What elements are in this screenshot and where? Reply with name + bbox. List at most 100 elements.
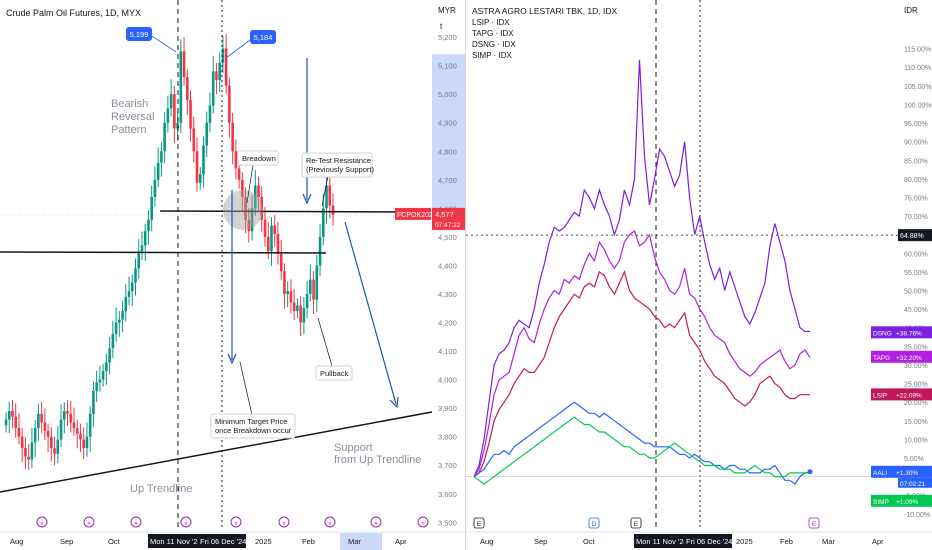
comparison-currency-label: IDR [904, 6, 918, 15]
badge-simp-value: +1.09% [896, 499, 918, 506]
pct-y-tick: 115.00% [904, 47, 931, 54]
event-marker-glyph: » [40, 521, 44, 527]
comparison-title: ASTRA AGRO LESTARI TBK, 1D, IDX [472, 6, 618, 16]
candle-body [11, 410, 14, 417]
event-marker-glyph: » [282, 521, 286, 527]
candle-body [215, 71, 218, 80]
event-marker-icon[interactable] [808, 517, 820, 529]
candle-body [27, 456, 30, 460]
event-marker-glyph: E [477, 521, 482, 528]
candle-body [173, 94, 176, 129]
candle-body [283, 271, 286, 294]
retest-callout-line: (Previously Support) [306, 165, 374, 174]
pct-y-tick: 45.00% [904, 307, 928, 314]
candle-body [14, 416, 18, 429]
legend-item-tapg[interactable]: TAPG · IDX [472, 29, 514, 38]
legend-item-dsng[interactable]: DSNG · IDX [472, 40, 516, 49]
crosshair-date-bg [634, 534, 684, 548]
cpo-unit-label[interactable]: t [440, 22, 443, 31]
candle-body [257, 185, 260, 197]
legend-item-lsip[interactable]: LSIP · IDX [472, 18, 510, 27]
badge-aali-value: +1.30% [896, 470, 918, 477]
comparison-chart-svg[interactable]: -10.00%-5.00%0.00%5.00%10.00%15.00%20.00… [466, 0, 932, 550]
candle-body [299, 305, 302, 323]
series-line-lsip[interactable] [473, 270, 810, 478]
legend-item-simp[interactable]: SIMP · IDX [472, 51, 512, 60]
candle-body [66, 410, 69, 414]
candle-body [156, 162, 160, 180]
event-marker-icon[interactable] [180, 516, 192, 528]
candle-body [202, 145, 205, 175]
candle-body [247, 219, 251, 232]
cpo-y-tick: 3,500 [438, 518, 457, 527]
last-price-badge-bg [432, 207, 466, 230]
pct-x-tick: Feb [780, 537, 793, 546]
event-marker-icon[interactable] [278, 516, 290, 528]
neckline[interactable] [0, 251, 327, 254]
crosshair-date-bg [198, 534, 246, 548]
candle-body [273, 225, 277, 235]
series-line-tapg[interactable] [473, 230, 811, 477]
pct-y-tick: 30.00% [904, 363, 928, 370]
candle-body [237, 168, 241, 180]
symbol-badge: FCPOK2025 [397, 212, 437, 219]
event-marker-icon[interactable] [630, 517, 642, 529]
candle-body [111, 333, 115, 349]
retest-callout: Re-Test Resistance (Previously Support) [306, 156, 374, 174]
target-callout-line: Minimum Target Price [215, 417, 287, 426]
callout-pointer [239, 361, 253, 416]
pct-y-tick: 95.00% [904, 121, 928, 128]
pct-x-tick: Apr [872, 537, 884, 546]
cpo-x-tick: Mon 11 Nov '24 [150, 537, 202, 546]
event-marker-icon[interactable] [83, 516, 95, 528]
pattern-annotation: Bearish Reversal Pattern [111, 98, 154, 136]
callout-pointer [246, 164, 254, 204]
resistance-line[interactable] [159, 210, 405, 213]
cpo-y-tick: 5,100 [438, 62, 457, 71]
pct-y-tick: 55.00% [904, 270, 928, 277]
event-marker-icon[interactable] [324, 516, 336, 528]
event-marker-icon[interactable] [370, 516, 382, 528]
price-label-high-2-bg [250, 30, 276, 44]
pct-y-tick: 110.00% [904, 65, 931, 72]
event-marker-icon[interactable] [130, 516, 142, 528]
pct-y-tick: 70.00% [904, 214, 928, 221]
countdown: 07:47:22 [435, 222, 461, 229]
price-label-high-1: 5,199 [130, 30, 149, 39]
candle-body [134, 268, 137, 283]
up-trendline[interactable] [0, 411, 433, 493]
event-marker-glyph: » [134, 521, 138, 527]
series-line-dsng[interactable] [473, 59, 810, 477]
candle-body [143, 231, 147, 246]
price-label-pointer [151, 35, 177, 53]
event-marker-icon[interactable] [588, 517, 600, 529]
pct-y-tick: 85.00% [904, 158, 928, 165]
candle-body [263, 219, 267, 237]
candle-body [62, 410, 66, 420]
candle-body [195, 151, 199, 183]
pct-x-tick: Oct [583, 537, 596, 546]
pct-y-tick: 60.00% [904, 251, 928, 258]
candle-body [309, 279, 312, 294]
candle-body [166, 108, 170, 123]
pct-y-tick: 15.00% [904, 419, 928, 426]
badge-lsip-bg [871, 388, 932, 401]
candle-body [20, 436, 24, 449]
candle-body [53, 448, 56, 454]
cpo-chart-pane[interactable]: Crude Palm Oil Futures, 1D, MYX MYR t 3,… [0, 0, 466, 550]
pct-y-tick: 35.00% [904, 344, 928, 351]
event-marker-icon[interactable] [473, 517, 485, 529]
candle-body [231, 122, 234, 152]
candle-body [75, 428, 79, 434]
cpo-chart-svg[interactable]: 3,500 3,600 3,700 3,800 3,900 4,000 4,100 4,200… [0, 0, 466, 550]
event-marker-icon[interactable] [230, 516, 242, 528]
event-marker-icon[interactable] [36, 516, 48, 528]
badge-dsng-name: DSNG [873, 330, 892, 337]
candle-body [286, 291, 289, 294]
series-line-simp[interactable] [473, 416, 811, 485]
comparison-chart-pane[interactable]: ASTRA AGRO LESTARI TBK, 1D, IDX LSIP · I… [466, 0, 932, 550]
event-marker-icon[interactable] [417, 516, 429, 528]
candle-body [331, 205, 335, 215]
time-range-highlight [340, 533, 382, 550]
series-line-aali[interactable] [473, 401, 811, 485]
